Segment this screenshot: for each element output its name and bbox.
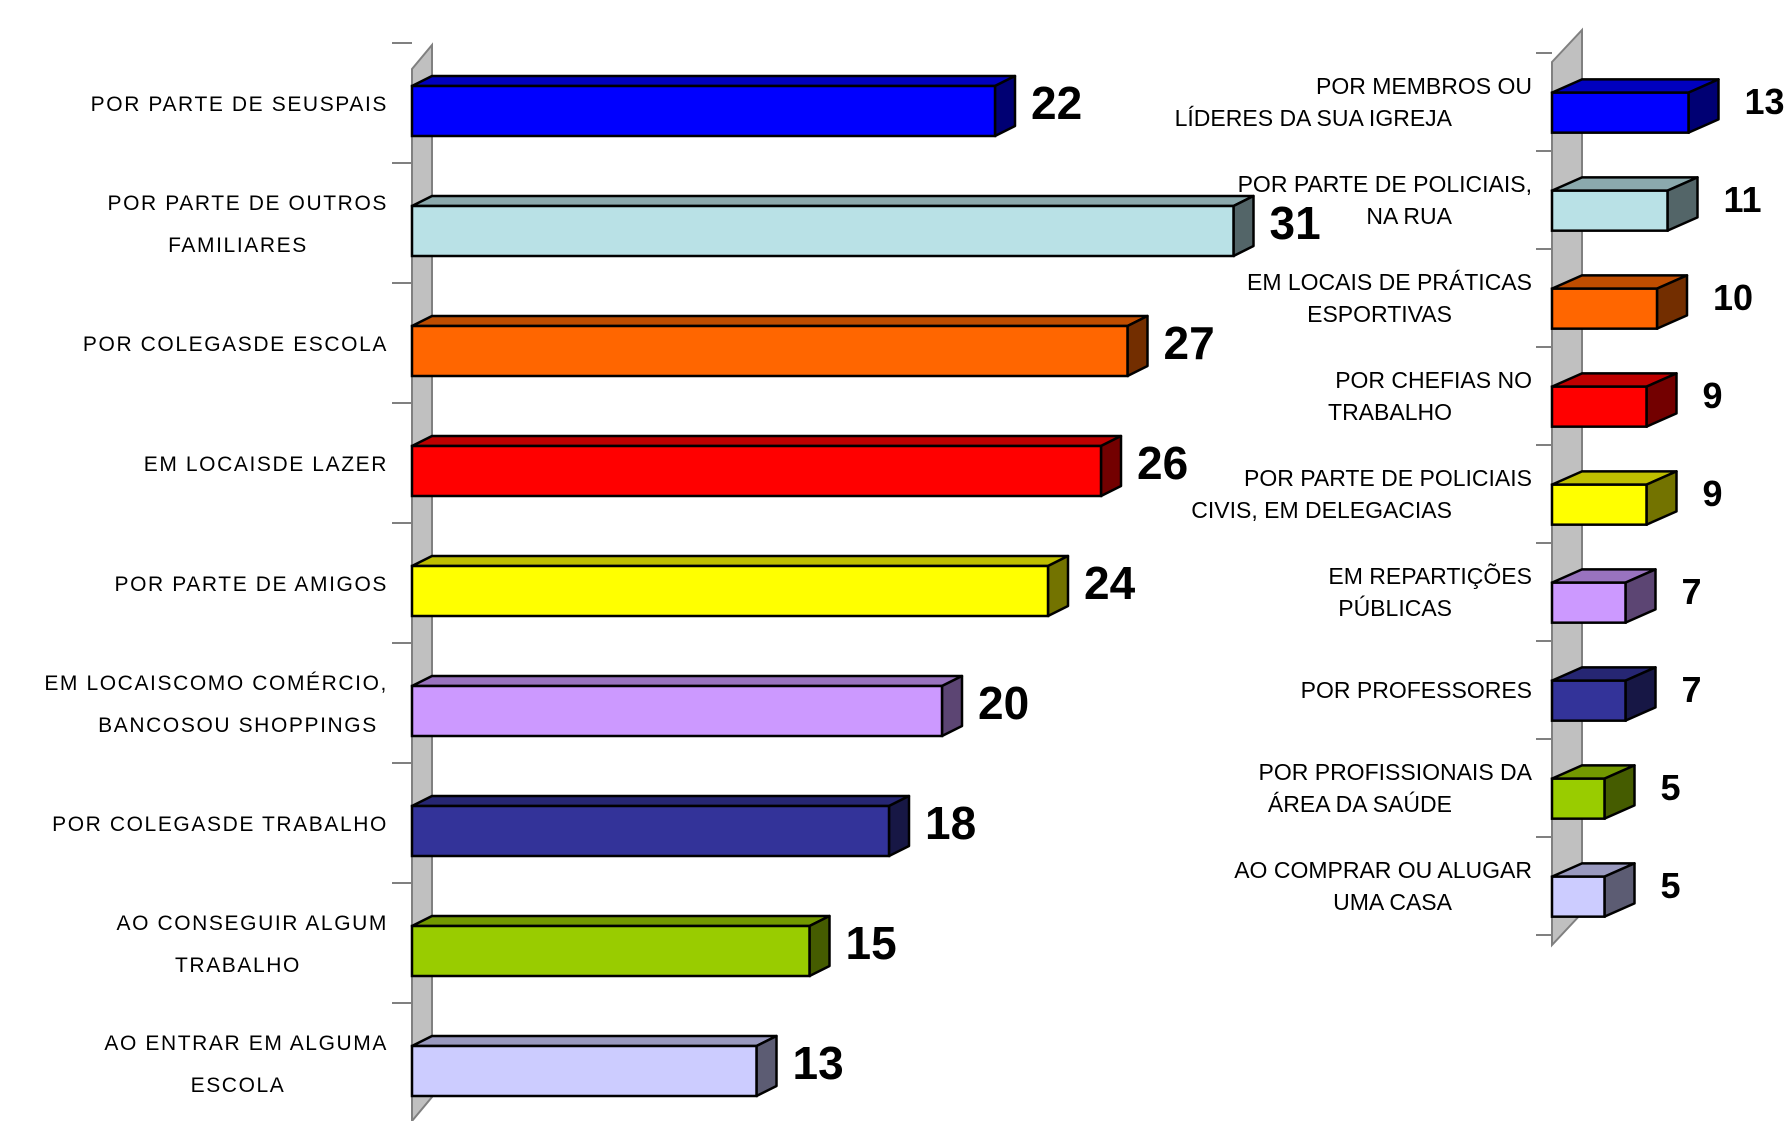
right-category-label: ÁREA DA SAÚDE [1268,791,1452,817]
left-bar-top [410,314,1149,328]
right-value-label: 13 [1745,81,1785,122]
left-value-label: 22 [1031,77,1082,129]
right-bar [1550,91,1690,134]
right-category-label: LÍDERES DA SUA IGREJA [1175,105,1453,131]
right-category-label: EM LOCAIS DE PRÁTICAS [1247,269,1532,295]
left-bar [410,1044,758,1098]
right-value-label: 9 [1703,375,1723,416]
left-value-label: 31 [1270,197,1321,249]
left-bar [410,324,1129,378]
right-value-label: 10 [1713,277,1753,318]
left-category-label: FAMILIARES [168,234,308,257]
right-bar [1550,679,1627,722]
left-category-label: EM LOCAISCOMO COMÉRCIO, [44,672,388,695]
left-bar-top [410,794,911,808]
right-category-label: POR PARTE DE POLICIAIS, [1238,171,1532,197]
right-bar [1550,385,1648,428]
left-bar-top [410,194,1255,208]
right-bar-chart: 13 POR MEMBROS OU LÍDERES DA SUA IGREJA 11 P… [1175,27,1785,948]
left-category-label: POR PARTE DE SEUSPAIS [91,93,388,116]
left-bar-top [410,1034,778,1048]
left-bar-top [410,554,1070,568]
left-bar-side [1099,434,1123,498]
left-category-label: POR PARTE DE OUTROS [108,192,389,215]
right-bar [1550,777,1606,820]
left-value-label: 26 [1137,437,1188,489]
left-bar-top [410,914,831,928]
right-value-label: 7 [1682,571,1702,612]
left-category-label: POR PARTE DE AMIGOS [114,573,388,596]
left-bar [410,84,997,138]
right-bar [1550,581,1627,624]
right-category-label: EM REPARTIÇÕES [1328,562,1532,589]
left-value-label: 13 [793,1037,844,1089]
left-bar-chart: 22 POR PARTE DE SEUSPAIS 31 POR PARTE DE OU… [44,42,1321,1121]
right-category-label: ESPORTIVAS [1307,301,1452,327]
left-value-label: 24 [1084,557,1136,609]
left-value-label: 18 [925,797,976,849]
left-value-label: 20 [978,677,1029,729]
left-bar-top [410,74,1017,88]
right-category-label: POR PARTE DE POLICIAIS [1244,465,1532,491]
right-bar [1550,189,1669,232]
left-category-label: ESCOLA [191,1074,286,1097]
left-value-label: 15 [846,917,897,969]
left-bar-side [755,1034,778,1098]
right-category-label: NA RUA [1366,203,1452,229]
left-category-label: BANCOSOU SHOPPINGS [98,714,378,737]
left-category-label: TRABALHO [175,954,301,977]
right-bar [1550,483,1648,526]
left-category-label: EM LOCAISDE LAZER [144,453,388,476]
left-bar-top [410,434,1123,448]
left-category-label: AO ENTRAR EM ALGUMA [104,1032,388,1055]
right-bar [1550,287,1659,330]
left-bar-side [887,794,911,858]
right-bar [1550,875,1606,918]
left-category-label: POR COLEGASDE TRABALHO [52,813,388,836]
left-bar [410,924,811,978]
left-bar-top [410,674,964,688]
left-bar [410,804,891,858]
left-bar-side [940,674,964,738]
left-bar [410,684,944,738]
left-bar [410,204,1235,258]
right-category-label: POR PROFISSIONAIS DA [1259,759,1533,785]
right-category-label: UMA CASA [1333,889,1453,915]
left-bar-side [1046,554,1070,618]
right-category-label: POR MEMBROS OU [1316,73,1532,99]
left-value-label: 27 [1164,317,1215,369]
left-bar [410,444,1103,498]
right-category-label: POR CHEFIAS NO [1335,367,1532,393]
right-value-label: 5 [1661,767,1681,808]
right-value-label: 7 [1682,669,1702,710]
left-category-label: POR COLEGASDE ESCOLA [83,333,388,356]
left-category-label: AO CONSEGUIR ALGUM [116,912,388,935]
right-value-label: 9 [1703,473,1723,514]
right-category-label: POR PROFESSORES [1301,677,1532,703]
right-category-label: TRABALHO [1328,399,1452,425]
left-bar-side [808,914,831,978]
left-bar-side [1232,194,1255,258]
right-category-label: AO COMPRAR OU ALUGAR [1234,857,1532,883]
left-bar [410,564,1050,618]
right-value-label: 11 [1724,179,1762,220]
right-category-label: CIVIS, EM DELEGACIAS [1191,497,1452,523]
right-value-label: 5 [1661,865,1681,906]
left-bar-side [993,74,1017,138]
right-category-label: PÚBLICAS [1338,595,1452,621]
left-bar-side [1126,314,1149,378]
